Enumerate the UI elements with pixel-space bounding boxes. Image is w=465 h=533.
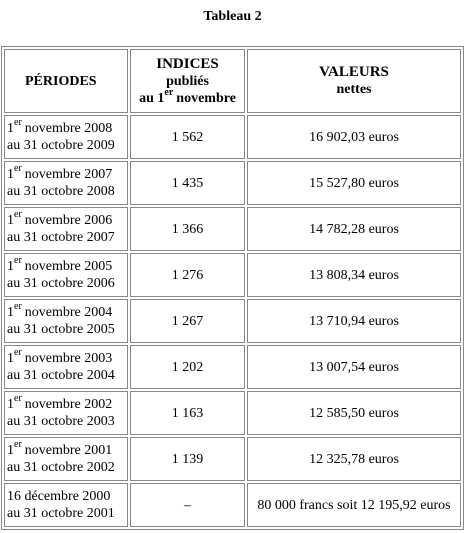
period-end: au 31 octobre 2006 — [7, 276, 115, 291]
column-header: INDICES publiés au 1er novembre — [130, 49, 245, 113]
period-cell: 1er novembre 2007 au 31 octobre 2008 — [4, 161, 128, 205]
superscript: er — [14, 117, 22, 129]
index-cell: 1 435 — [130, 161, 245, 205]
period-day: 1 — [7, 121, 14, 136]
period-start: 16 décembre 2000 — [7, 488, 125, 505]
period-start: 1er novembre 2001 — [7, 439, 125, 459]
superscript: er — [14, 163, 22, 175]
value-cell: 16 902,03 euros — [247, 115, 461, 159]
period-text: novembre 2003 — [24, 351, 113, 366]
value-cell: 13 710,94 euros — [247, 299, 461, 343]
period-start: 1er novembre 2005 — [7, 255, 125, 275]
period-day: 1 — [7, 397, 14, 412]
period-day: 1 — [7, 305, 14, 320]
value-cell: 12 585,50 euros — [247, 391, 461, 435]
index-cell: 1 202 — [130, 345, 245, 389]
header-line: publiés — [166, 73, 209, 89]
period-start: 1er novembre 2002 — [7, 393, 125, 413]
index-cell: – — [130, 483, 245, 527]
table-row: 1er novembre 2003 au 31 octobre 2004 1 202 1… — [4, 345, 461, 389]
period-day: 1 — [7, 213, 14, 228]
superscript: er — [14, 393, 22, 405]
period-start: 1er novembre 2006 — [7, 209, 125, 229]
table-row: 1er novembre 2001 au 31 octobre 2002 1 139 1… — [4, 437, 461, 481]
header-line: VALEURS — [319, 64, 389, 80]
column-header: VALEURS nettes — [247, 49, 461, 113]
period-end: au 31 octobre 2003 — [7, 414, 115, 429]
index-cell: 1 366 — [130, 207, 245, 251]
period-start: 1er novembre 2004 — [7, 301, 125, 321]
index-cell: 1 267 — [130, 299, 245, 343]
superscript: er — [14, 301, 22, 313]
value-cell: 14 782,28 euros — [247, 207, 461, 251]
period-cell: 1er novembre 2008 au 31 octobre 2009 — [4, 115, 128, 159]
header-line: au 1er novembre — [133, 86, 242, 107]
index-cell: 1 276 — [130, 253, 245, 297]
period-end: au 31 octobre 2009 — [7, 138, 115, 153]
value-cell: 80 000 francs soit 12 195,92 euros — [247, 483, 461, 527]
superscript: er — [164, 86, 174, 98]
period-end: au 31 octobre 2008 — [7, 184, 115, 199]
superscript: er — [14, 347, 22, 359]
title: Tableau 2 — [203, 9, 262, 24]
table-body: 1er novembre 2008 au 31 octobre 2009 1 562 1… — [4, 115, 461, 527]
superscript: er — [14, 255, 22, 267]
period-text: novembre 2001 — [24, 443, 113, 458]
index-cell: 1 139 — [130, 437, 245, 481]
table: PÉRIODES INDICES publiés au 1er novembre VALE… — [1, 46, 464, 530]
period-cell: 16 décembre 2000 au 31 octobre 2001 — [4, 483, 128, 527]
period-start: 1er novembre 2008 — [7, 117, 125, 137]
header-line: nettes — [336, 82, 372, 97]
table-row: 1er novembre 2005 au 31 octobre 2006 1 276 1… — [4, 253, 461, 297]
header-row: PÉRIODES INDICES publiés au 1er novembre VALE… — [4, 49, 461, 113]
table-row: 1er novembre 2008 au 31 octobre 2009 1 562 1… — [4, 115, 461, 159]
table-row: 1er novembre 2002 au 31 octobre 2003 1 163 1… — [4, 391, 461, 435]
period-text: novembre 2008 — [24, 121, 113, 136]
period-text: 16 décembre 2000 — [7, 489, 111, 504]
header-text: novembre — [176, 90, 236, 106]
period-day: 1 — [7, 259, 14, 274]
table-row: 1er novembre 2007 au 31 octobre 2008 1 435 1… — [4, 161, 461, 205]
period-cell: 1er novembre 2001 au 31 octobre 2002 — [4, 437, 128, 481]
period-cell: 1er novembre 2003 au 31 octobre 2004 — [4, 345, 128, 389]
value-cell: 12 325,78 euros — [247, 437, 461, 481]
period-cell: 1er novembre 2004 au 31 octobre 2005 — [4, 299, 128, 343]
index-cell: 1 163 — [130, 391, 245, 435]
index-cell: 1 562 — [130, 115, 245, 159]
period-day: 1 — [7, 443, 14, 458]
header-text: au 1 — [139, 90, 165, 106]
table-row: 1er novembre 2004 au 31 octobre 2005 1 267 1… — [4, 299, 461, 343]
period-text: novembre 2006 — [24, 213, 113, 228]
period-end: au 31 octobre 2001 — [7, 506, 115, 521]
period-end: au 31 octobre 2002 — [7, 460, 115, 475]
period-start: 1er novembre 2003 — [7, 347, 125, 367]
superscript: er — [14, 209, 22, 221]
period-cell: 1er novembre 2005 au 31 octobre 2006 — [4, 253, 128, 297]
period-text: novembre 2004 — [24, 305, 113, 320]
value-cell: 13 007,54 euros — [247, 345, 461, 389]
table-row: 1er novembre 2006 au 31 octobre 2007 1 366 1… — [4, 207, 461, 251]
period-text: novembre 2002 — [24, 397, 113, 412]
header-line: PÉRIODES — [25, 73, 97, 89]
period-start: 1er novembre 2007 — [7, 163, 125, 183]
period-text: novembre 2005 — [24, 259, 113, 274]
table-row: 16 décembre 2000 au 31 octobre 2001–80 00… — [4, 483, 461, 527]
column-header: PÉRIODES — [4, 49, 128, 113]
value-cell: 13 808,34 euros — [247, 253, 461, 297]
period-end: au 31 octobre 2007 — [7, 230, 115, 245]
period-day: 1 — [7, 351, 14, 366]
period-end: au 31 octobre 2005 — [7, 322, 115, 337]
header-line: INDICES — [156, 55, 219, 72]
period-day: 1 — [7, 167, 14, 182]
period-cell: 1er novembre 2006 au 31 octobre 2007 — [4, 207, 128, 251]
period-end: au 31 octobre 2004 — [7, 368, 115, 383]
value-cell: 15 527,80 euros — [247, 161, 461, 205]
period-text: novembre 2007 — [24, 167, 113, 182]
superscript: er — [14, 439, 22, 451]
period-cell: 1er novembre 2002 au 31 octobre 2003 — [4, 391, 128, 435]
